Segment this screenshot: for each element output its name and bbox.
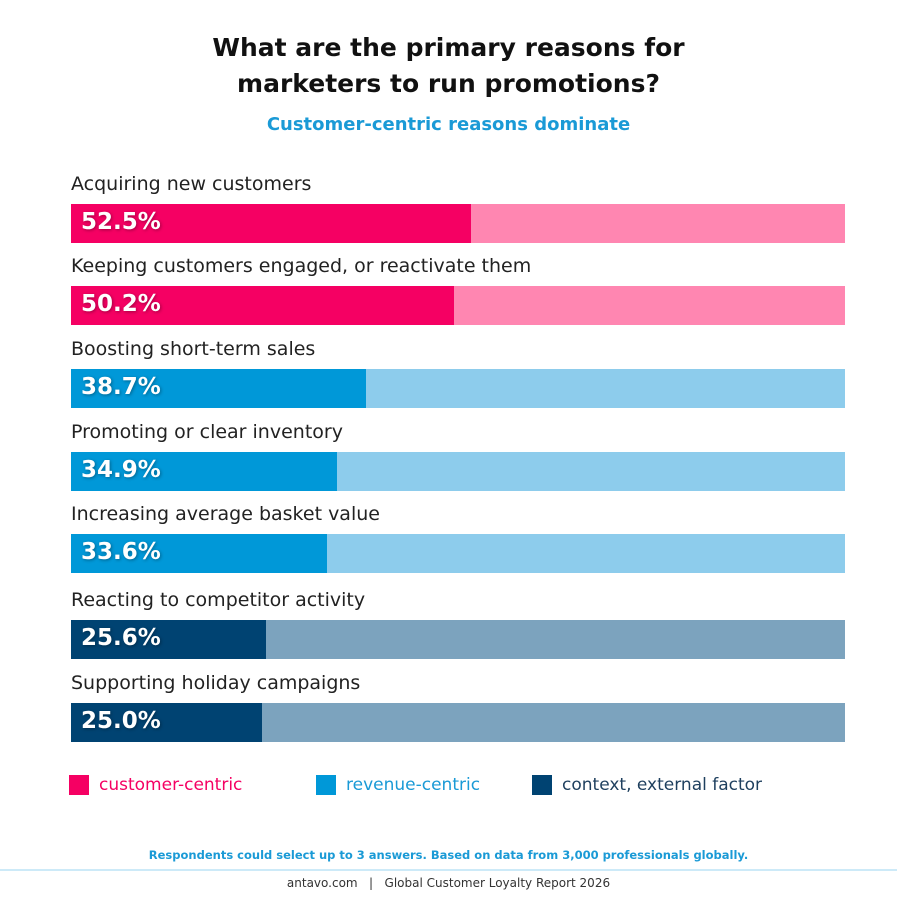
legend-item: revenue-centric (316, 775, 480, 795)
bar-track: 34.9% (71, 452, 845, 491)
legend-swatch (69, 775, 89, 795)
bar: 50.2% (71, 286, 454, 325)
category-label: Keeping customers engaged, or reactivate… (71, 255, 532, 277)
value-label: 38.7% (81, 374, 161, 400)
bar-track: 38.7% (71, 369, 845, 408)
bar-track: 25.0% (71, 703, 845, 742)
value-label: 25.0% (81, 708, 161, 734)
bar-track: 33.6% (71, 534, 845, 573)
bar: 33.6% (71, 534, 328, 573)
legend-item: customer-centric (69, 775, 242, 795)
bar: 25.6% (71, 620, 267, 659)
bar-track: 50.2% (71, 286, 845, 325)
bar-track: 25.6% (71, 620, 845, 659)
value-label: 25.6% (81, 625, 161, 651)
legend-swatch (532, 775, 552, 795)
footnote: Respondents could select up to 3 answers… (148, 848, 749, 862)
legend-label: context, external factor (562, 775, 763, 795)
category-label: Acquiring new customers (71, 173, 312, 195)
divider (0, 869, 897, 871)
footer: antavo.com | Global Customer Loyalty Rep… (286, 876, 611, 890)
legend-label: customer-centric (99, 775, 243, 795)
bar: 34.9% (71, 452, 338, 491)
bar: 25.0% (71, 703, 262, 742)
title-line-1: What are the primary reasons for (212, 33, 685, 62)
chart-subtitle: Customer-centric reasons dominate (266, 114, 631, 135)
category-label: Supporting holiday campaigns (71, 672, 361, 694)
chart-title: What are the primary reasons for markete… (0, 30, 897, 102)
legend-label: revenue-centric (346, 775, 481, 795)
bar: 38.7% (71, 369, 367, 408)
category-label: Promoting or clear inventory (71, 421, 343, 443)
legend-swatch (316, 775, 336, 795)
bar: 52.5% (71, 204, 472, 243)
category-label: Boosting short-term sales (71, 338, 316, 360)
value-label: 33.6% (81, 539, 161, 565)
legend-item: context, external factor (532, 775, 762, 795)
category-label: Increasing average basket value (71, 503, 380, 525)
value-label: 34.9% (81, 457, 161, 483)
value-label: 50.2% (81, 291, 161, 317)
bar-track: 52.5% (71, 204, 845, 243)
category-label: Reacting to competitor activity (71, 589, 366, 611)
value-label: 52.5% (81, 209, 161, 235)
title-line-2: marketers to run promotions? (237, 69, 660, 98)
